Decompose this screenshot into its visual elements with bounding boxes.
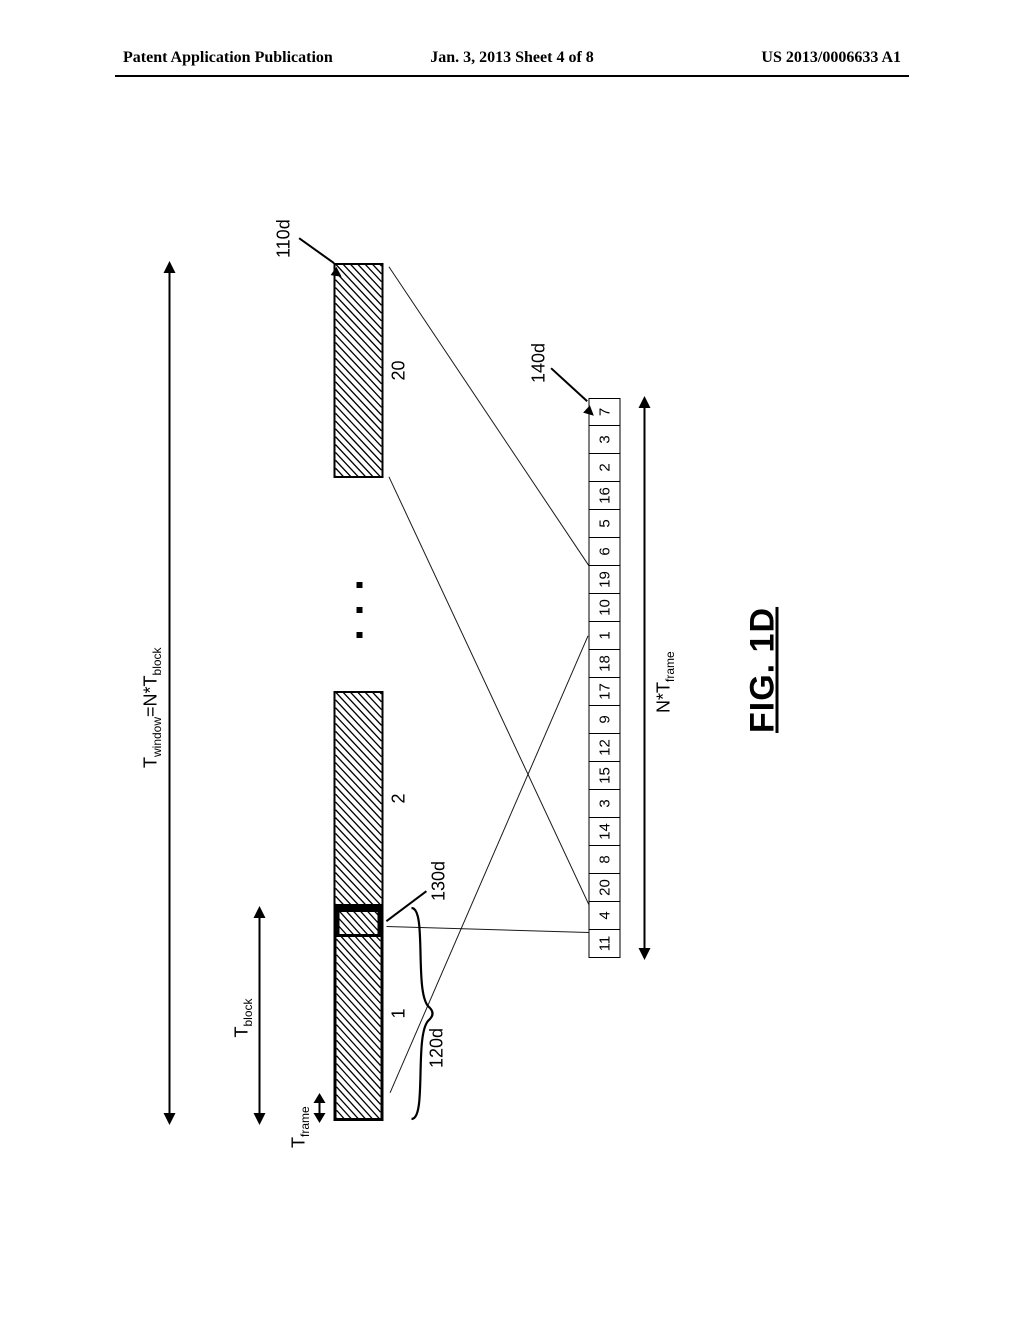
signal-block bbox=[334, 906, 384, 1121]
permutation-cell: 11 bbox=[589, 930, 621, 958]
permutation-cell: 15 bbox=[589, 762, 621, 790]
tframe-dimension-label: Tframe bbox=[289, 1106, 313, 1148]
block-index-label: 20 bbox=[389, 360, 410, 380]
permutation-cell: 12 bbox=[589, 734, 621, 762]
header-left: Patent Application Publication bbox=[123, 49, 333, 67]
signal-block bbox=[334, 691, 384, 906]
page-header: Patent Application Publication Jan. 3, 2… bbox=[0, 49, 1024, 67]
permutation-cell: 19 bbox=[589, 566, 621, 594]
header-center: Jan. 3, 2013 Sheet 4 of 8 bbox=[430, 49, 594, 67]
permutation-cell: 16 bbox=[589, 482, 621, 510]
permutation-cell: 2 bbox=[589, 454, 621, 482]
signal-block bbox=[334, 263, 384, 478]
frame-outline bbox=[337, 909, 381, 937]
mapping-line bbox=[389, 266, 590, 566]
permutation-cell: 3 bbox=[589, 426, 621, 454]
dimension-arrow bbox=[644, 398, 646, 958]
block-index-label: 2 bbox=[389, 793, 410, 803]
permutation-cell: 6 bbox=[589, 538, 621, 566]
header-right: US 2013/0006633 A1 bbox=[761, 49, 901, 67]
window-dimension-label: Twindow=N*Tblock bbox=[141, 647, 165, 768]
permutation-cell: 8 bbox=[589, 846, 621, 874]
block-index-label: 1 bbox=[389, 1008, 410, 1018]
dimension-arrow bbox=[169, 263, 171, 1123]
ellipsis-dot bbox=[357, 582, 363, 588]
tblock-dimension-label: Tblock bbox=[232, 998, 256, 1037]
ellipsis-dot bbox=[357, 632, 363, 638]
ellipsis-dot bbox=[357, 607, 363, 613]
dimension-arrow bbox=[259, 908, 261, 1123]
permutation-cell: 1 bbox=[589, 622, 621, 650]
permutation-cell: 20 bbox=[589, 874, 621, 902]
leader-line bbox=[299, 237, 335, 263]
figure-caption: FIG. 1D bbox=[744, 607, 783, 733]
mapping-line bbox=[390, 636, 589, 1093]
ntframe-dimension-label: N*Tframe bbox=[654, 651, 678, 713]
permutation-cell: 3 bbox=[589, 790, 621, 818]
permutation-cell: 10 bbox=[589, 594, 621, 622]
permutation-row: 114208143151291718110196516237 bbox=[589, 398, 621, 958]
ref-140d: 140d bbox=[529, 343, 550, 383]
mapping-line bbox=[389, 477, 590, 905]
permutation-cell: 14 bbox=[589, 818, 621, 846]
ref-120d: 120d bbox=[427, 1028, 448, 1068]
header-rule bbox=[115, 75, 909, 77]
permutation-cell: 4 bbox=[589, 902, 621, 930]
permutation-cell: 5 bbox=[589, 510, 621, 538]
figure-viewport: Twindow=N*TblockTblockTframe1220 120d130… bbox=[118, 175, 905, 1183]
permutation-cell: 18 bbox=[589, 650, 621, 678]
permutation-cell: 17 bbox=[589, 678, 621, 706]
ref-130d: 130d bbox=[429, 861, 450, 901]
permutation-cell: 9 bbox=[589, 706, 621, 734]
figure-canvas: Twindow=N*TblockTblockTframe1220 120d130… bbox=[119, 175, 906, 1183]
ref-110d: 110d bbox=[274, 219, 295, 258]
tframe-arrow bbox=[314, 1093, 326, 1123]
leader-line bbox=[551, 367, 588, 401]
